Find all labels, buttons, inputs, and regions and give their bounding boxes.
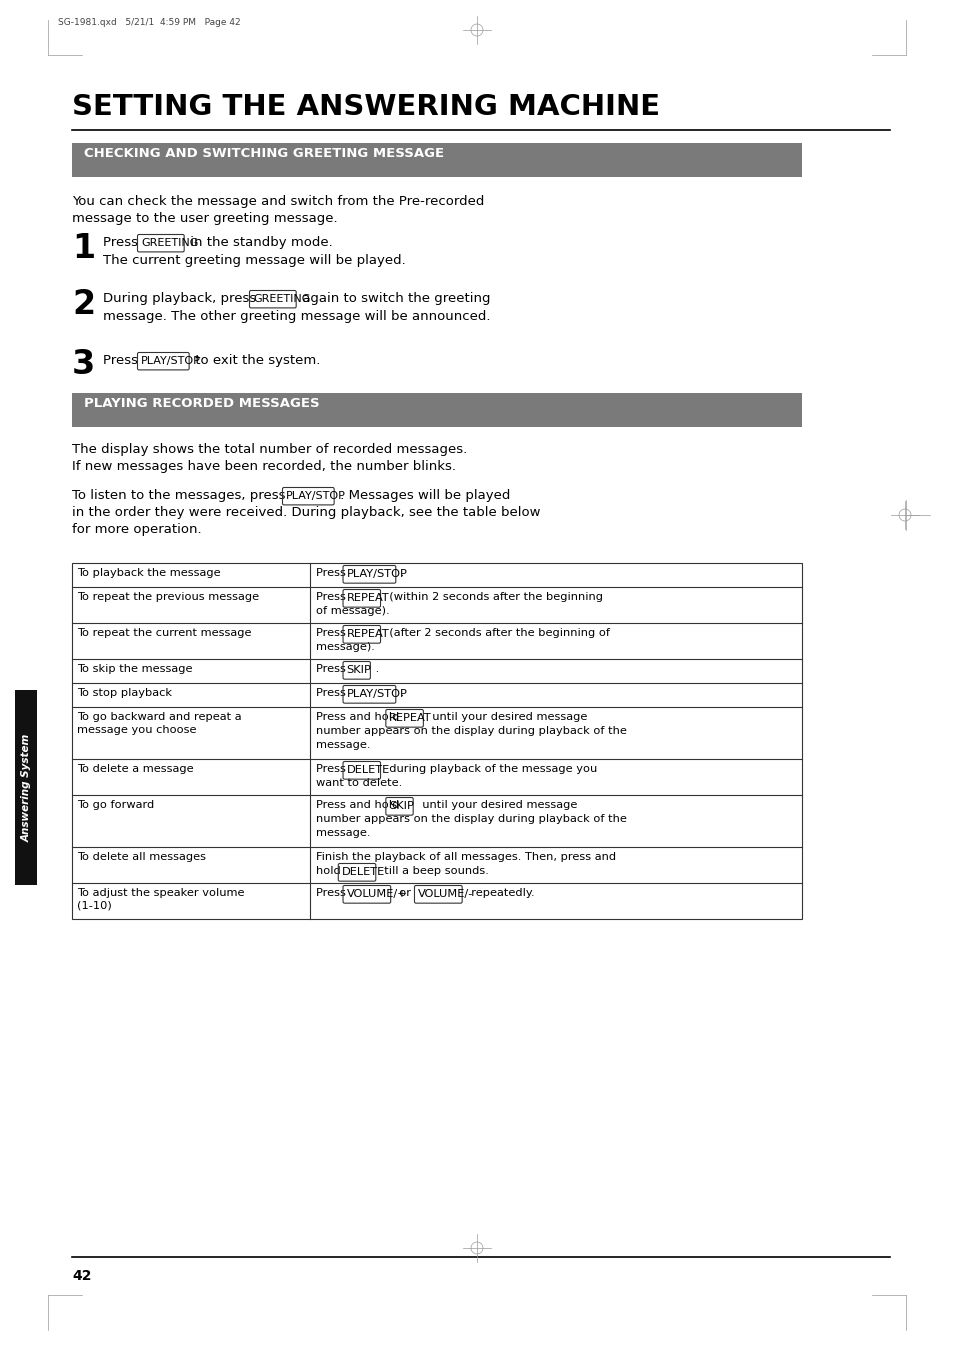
Text: (after 2 seconds after the beginning of: (after 2 seconds after the beginning of bbox=[381, 628, 609, 638]
Text: PLAY/STOP: PLAY/STOP bbox=[346, 569, 407, 580]
Text: PLAY/STOP: PLAY/STOP bbox=[286, 490, 346, 501]
Text: until your desired message: until your desired message bbox=[424, 712, 587, 721]
Bar bbox=[71, 143, 801, 177]
Text: or: or bbox=[392, 888, 415, 898]
Text: To playback the message: To playback the message bbox=[77, 567, 220, 578]
Text: REPEAT: REPEAT bbox=[346, 630, 389, 639]
Text: To listen to the messages, press: To listen to the messages, press bbox=[71, 489, 290, 503]
Text: until your desired message: until your desired message bbox=[415, 800, 577, 811]
Text: message).: message). bbox=[315, 642, 375, 653]
Text: GREETING: GREETING bbox=[141, 238, 198, 249]
Text: SETTING THE ANSWERING MACHINE: SETTING THE ANSWERING MACHINE bbox=[71, 93, 659, 122]
Text: again to switch the greeting: again to switch the greeting bbox=[297, 292, 490, 305]
Text: Press: Press bbox=[315, 765, 349, 774]
Text: to exit the system.: to exit the system. bbox=[191, 354, 319, 367]
Text: Press: Press bbox=[315, 628, 349, 638]
Text: To go backward and repeat a
message you choose: To go backward and repeat a message you … bbox=[77, 712, 241, 735]
Text: Press: Press bbox=[103, 236, 142, 249]
Text: REPEAT: REPEAT bbox=[389, 713, 432, 723]
Text: Press: Press bbox=[315, 567, 349, 578]
Text: Answering System: Answering System bbox=[22, 734, 32, 842]
Text: 3: 3 bbox=[71, 349, 95, 381]
Text: PLAY/STOP: PLAY/STOP bbox=[346, 689, 407, 698]
Text: message to the user greeting message.: message to the user greeting message. bbox=[71, 212, 337, 226]
Text: hold: hold bbox=[315, 866, 344, 875]
Text: in the order they were received. During playback, see the table below: in the order they were received. During … bbox=[71, 507, 540, 519]
Text: 42: 42 bbox=[71, 1269, 91, 1283]
Text: To repeat the current message: To repeat the current message bbox=[77, 628, 252, 638]
Text: Press: Press bbox=[315, 888, 349, 898]
Text: want to delete.: want to delete. bbox=[315, 778, 402, 788]
Text: To adjust the speaker volume
(1-10): To adjust the speaker volume (1-10) bbox=[77, 888, 244, 911]
Text: (within 2 seconds after the beginning: (within 2 seconds after the beginning bbox=[381, 592, 602, 603]
Text: GREETING: GREETING bbox=[253, 295, 310, 304]
Text: repeatedly.: repeatedly. bbox=[463, 888, 534, 898]
Text: PLAYING RECORDED MESSAGES: PLAYING RECORDED MESSAGES bbox=[84, 397, 319, 409]
Bar bbox=[71, 563, 801, 919]
Text: If new messages have been recorded, the number blinks.: If new messages have been recorded, the … bbox=[71, 459, 456, 473]
Text: PLAY/STOP: PLAY/STOP bbox=[141, 357, 201, 366]
Text: Press: Press bbox=[315, 592, 349, 603]
Text: message.: message. bbox=[315, 740, 370, 750]
Text: .: . bbox=[396, 688, 404, 698]
Text: To stop playback: To stop playback bbox=[77, 688, 172, 698]
Text: number appears on the display during playback of the: number appears on the display during pla… bbox=[315, 815, 626, 824]
Text: To delete a message: To delete a message bbox=[77, 765, 193, 774]
Text: SKIP: SKIP bbox=[346, 665, 371, 676]
Text: number appears on the display during playback of the: number appears on the display during pla… bbox=[315, 725, 626, 736]
Text: Press: Press bbox=[315, 688, 349, 698]
Text: .: . bbox=[396, 567, 404, 578]
Text: Press: Press bbox=[315, 663, 349, 674]
Text: VOLUME/-: VOLUME/- bbox=[417, 889, 473, 898]
Text: . Messages will be played: . Messages will be played bbox=[335, 489, 510, 503]
Bar bbox=[71, 393, 801, 427]
Text: 1: 1 bbox=[71, 232, 95, 265]
Text: during playback of the message you: during playback of the message you bbox=[381, 765, 597, 774]
Text: SG-1981.qxd   5/21/1  4:59 PM   Page 42: SG-1981.qxd 5/21/1 4:59 PM Page 42 bbox=[58, 18, 240, 27]
Text: message.: message. bbox=[315, 828, 370, 838]
Text: SKIP: SKIP bbox=[389, 801, 414, 811]
Text: REPEAT: REPEAT bbox=[346, 593, 389, 603]
Text: To go forward: To go forward bbox=[77, 800, 154, 811]
Text: in the standby mode.: in the standby mode. bbox=[186, 236, 332, 249]
Text: CHECKING AND SWITCHING GREETING MESSAGE: CHECKING AND SWITCHING GREETING MESSAGE bbox=[84, 147, 444, 159]
Text: message. The other greeting message will be announced.: message. The other greeting message will… bbox=[103, 309, 490, 323]
Text: Press and hold: Press and hold bbox=[315, 800, 402, 811]
Text: To skip the message: To skip the message bbox=[77, 663, 193, 674]
Text: Finish the playback of all messages. Then, press and: Finish the playback of all messages. The… bbox=[315, 852, 616, 862]
Text: .: . bbox=[372, 663, 378, 674]
Text: To delete all messages: To delete all messages bbox=[77, 852, 206, 862]
Bar bbox=[15, 690, 37, 885]
Text: Press: Press bbox=[103, 354, 142, 367]
Text: of message).: of message). bbox=[315, 607, 389, 616]
Text: DELETE: DELETE bbox=[341, 867, 385, 877]
Text: You can check the message and switch from the Pre-recorded: You can check the message and switch fro… bbox=[71, 195, 484, 208]
Text: Press and hold: Press and hold bbox=[315, 712, 402, 721]
Text: VOLUME/+: VOLUME/+ bbox=[346, 889, 407, 898]
Text: for more operation.: for more operation. bbox=[71, 523, 201, 536]
Text: till a beep sounds.: till a beep sounds. bbox=[376, 866, 489, 875]
Text: The current greeting message will be played.: The current greeting message will be pla… bbox=[103, 254, 405, 267]
Text: To repeat the previous message: To repeat the previous message bbox=[77, 592, 259, 603]
Text: During playback, press: During playback, press bbox=[103, 292, 260, 305]
Text: DELETE: DELETE bbox=[346, 765, 390, 775]
Text: 2: 2 bbox=[71, 288, 95, 322]
Text: The display shows the total number of recorded messages.: The display shows the total number of re… bbox=[71, 443, 467, 457]
